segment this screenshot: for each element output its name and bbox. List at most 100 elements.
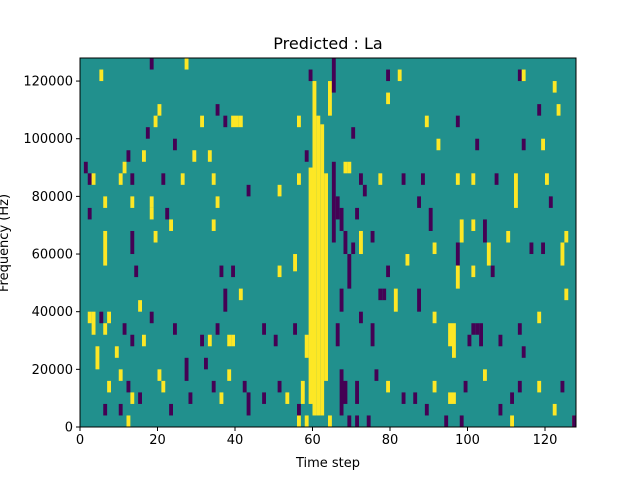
heatmap-cell-high bbox=[200, 115, 204, 128]
heatmap-cell-low bbox=[138, 392, 142, 404]
heatmap-cell-low bbox=[494, 173, 499, 185]
heatmap-cell-high bbox=[238, 288, 243, 301]
heatmap-cell-low bbox=[165, 207, 170, 220]
heatmap-cell-low bbox=[223, 115, 228, 128]
heatmap-cell-low bbox=[359, 173, 363, 185]
heatmap-cell-low bbox=[347, 415, 352, 427]
heatmap-cell-low bbox=[339, 369, 344, 416]
heatmap-cell-low bbox=[130, 334, 135, 347]
heatmap-cell-high bbox=[304, 415, 309, 427]
heatmap-cell-low bbox=[455, 115, 460, 128]
heatmap-cell-low bbox=[242, 380, 247, 393]
heatmap-cell-high bbox=[537, 311, 542, 324]
heatmap-cell-low bbox=[521, 346, 526, 358]
heatmap-cell-high bbox=[359, 230, 363, 255]
plot-area bbox=[79, 57, 577, 428]
heatmap-cell-low bbox=[215, 104, 220, 116]
heatmap-cell-high bbox=[304, 334, 309, 358]
heatmap-cell-high bbox=[471, 265, 476, 278]
heatmap-cell-high bbox=[386, 380, 390, 393]
heatmap-cell-high bbox=[103, 196, 108, 208]
heatmap-cell-high bbox=[556, 104, 561, 116]
y-tick-label: 0 bbox=[65, 421, 73, 436]
heatmap-cell-low bbox=[297, 403, 301, 416]
heatmap-cell-low bbox=[173, 323, 177, 335]
heatmap-cell-high bbox=[95, 346, 100, 370]
heatmap-cell-low bbox=[293, 323, 297, 335]
heatmap-cell-high bbox=[537, 380, 542, 393]
heatmap-cell-low bbox=[103, 403, 108, 416]
heatmap-cell-low bbox=[483, 219, 487, 243]
heatmap-cell-low bbox=[126, 150, 131, 162]
x-tick-label: 100 bbox=[455, 433, 480, 448]
heatmap-cell-high bbox=[211, 219, 216, 231]
heatmap-cell-high bbox=[215, 196, 220, 208]
heatmap-cell-high bbox=[207, 150, 212, 162]
heatmap-cell-low bbox=[490, 265, 495, 278]
chart-title: Predicted : La bbox=[273, 34, 382, 53]
heatmap-cell-high bbox=[324, 173, 328, 381]
heatmap-cell-low bbox=[521, 138, 526, 151]
heatmap-cell-high bbox=[564, 288, 569, 301]
heatmap-cell-low bbox=[498, 403, 503, 416]
heatmap-cell-low bbox=[246, 184, 251, 197]
heatmap-cell-high bbox=[235, 115, 239, 128]
y-tick-label: 120000 bbox=[23, 75, 73, 90]
heatmap-cell-low bbox=[184, 357, 189, 381]
heatmap-cell-high bbox=[452, 392, 456, 404]
x-tick-label: 0 bbox=[76, 433, 84, 448]
heatmap-cell-high bbox=[107, 380, 111, 393]
heatmap-cell-low bbox=[343, 230, 348, 255]
heatmap-cell-high bbox=[219, 392, 224, 404]
heatmap-cell-low bbox=[231, 265, 235, 278]
heatmap-cell-high bbox=[126, 415, 131, 427]
heatmap-cell-low bbox=[246, 392, 251, 416]
heatmap-cell-high bbox=[510, 415, 514, 427]
heatmap-cell-low bbox=[347, 254, 352, 289]
y-axis: 0 20000 40000 60000 80000 100000 120000 bbox=[23, 75, 80, 436]
heatmap-cell-low bbox=[572, 415, 576, 427]
heatmap-cell-low bbox=[211, 380, 216, 393]
heatmap-cell-low bbox=[339, 288, 344, 312]
heatmap-cell-low bbox=[475, 138, 480, 151]
heatmap-cell-high bbox=[114, 346, 119, 358]
heatmap-cell-low bbox=[413, 392, 418, 404]
heatmap-cell-high bbox=[471, 173, 476, 185]
heatmap-cell-high bbox=[560, 242, 565, 266]
heatmap-cell-high bbox=[432, 242, 437, 255]
heatmap-cell-high bbox=[393, 288, 398, 312]
x-axis-label: Time step bbox=[295, 456, 360, 471]
heatmap-cell-high bbox=[436, 138, 441, 151]
heatmap-cell-high bbox=[448, 392, 452, 404]
heatmap-cell-low bbox=[277, 380, 282, 393]
heatmap-cell-high bbox=[483, 369, 487, 381]
heatmap-cell-high bbox=[122, 161, 127, 174]
heatmap-cell-high bbox=[180, 173, 185, 185]
heatmap-cell-high bbox=[184, 58, 189, 70]
heatmap-cell-high bbox=[297, 173, 301, 185]
x-tick-label: 60 bbox=[304, 433, 321, 448]
heatmap-cell-high bbox=[231, 115, 235, 128]
x-tick-label: 120 bbox=[533, 433, 558, 448]
heatmap-cell-low bbox=[149, 311, 154, 324]
heatmap-cell-high bbox=[107, 311, 111, 324]
heatmap-cell-low bbox=[459, 415, 464, 427]
heatmap-cell-low bbox=[378, 288, 383, 301]
heatmap-cell-high bbox=[564, 230, 569, 243]
heatmap-cell-high bbox=[118, 369, 123, 381]
heatmap-cell-high bbox=[207, 334, 212, 347]
heatmap-cell-low bbox=[479, 323, 483, 347]
heatmap-cell-low bbox=[444, 415, 449, 427]
heatmap-cell-low bbox=[130, 230, 135, 255]
heatmap-cell-low bbox=[517, 323, 522, 335]
heatmap-cell-high bbox=[211, 173, 216, 185]
heatmap-cell-high bbox=[545, 173, 549, 185]
heatmap-cell-low bbox=[200, 334, 204, 347]
heatmap-cell-high bbox=[455, 173, 460, 185]
heatmap-cell-high bbox=[277, 265, 282, 278]
heatmap-cell-low bbox=[370, 323, 375, 347]
heatmap-cell-high bbox=[300, 380, 305, 404]
heatmap-cell-high bbox=[130, 196, 135, 208]
heatmap-cell-low bbox=[401, 392, 406, 404]
heatmap-cell-low bbox=[359, 311, 363, 324]
